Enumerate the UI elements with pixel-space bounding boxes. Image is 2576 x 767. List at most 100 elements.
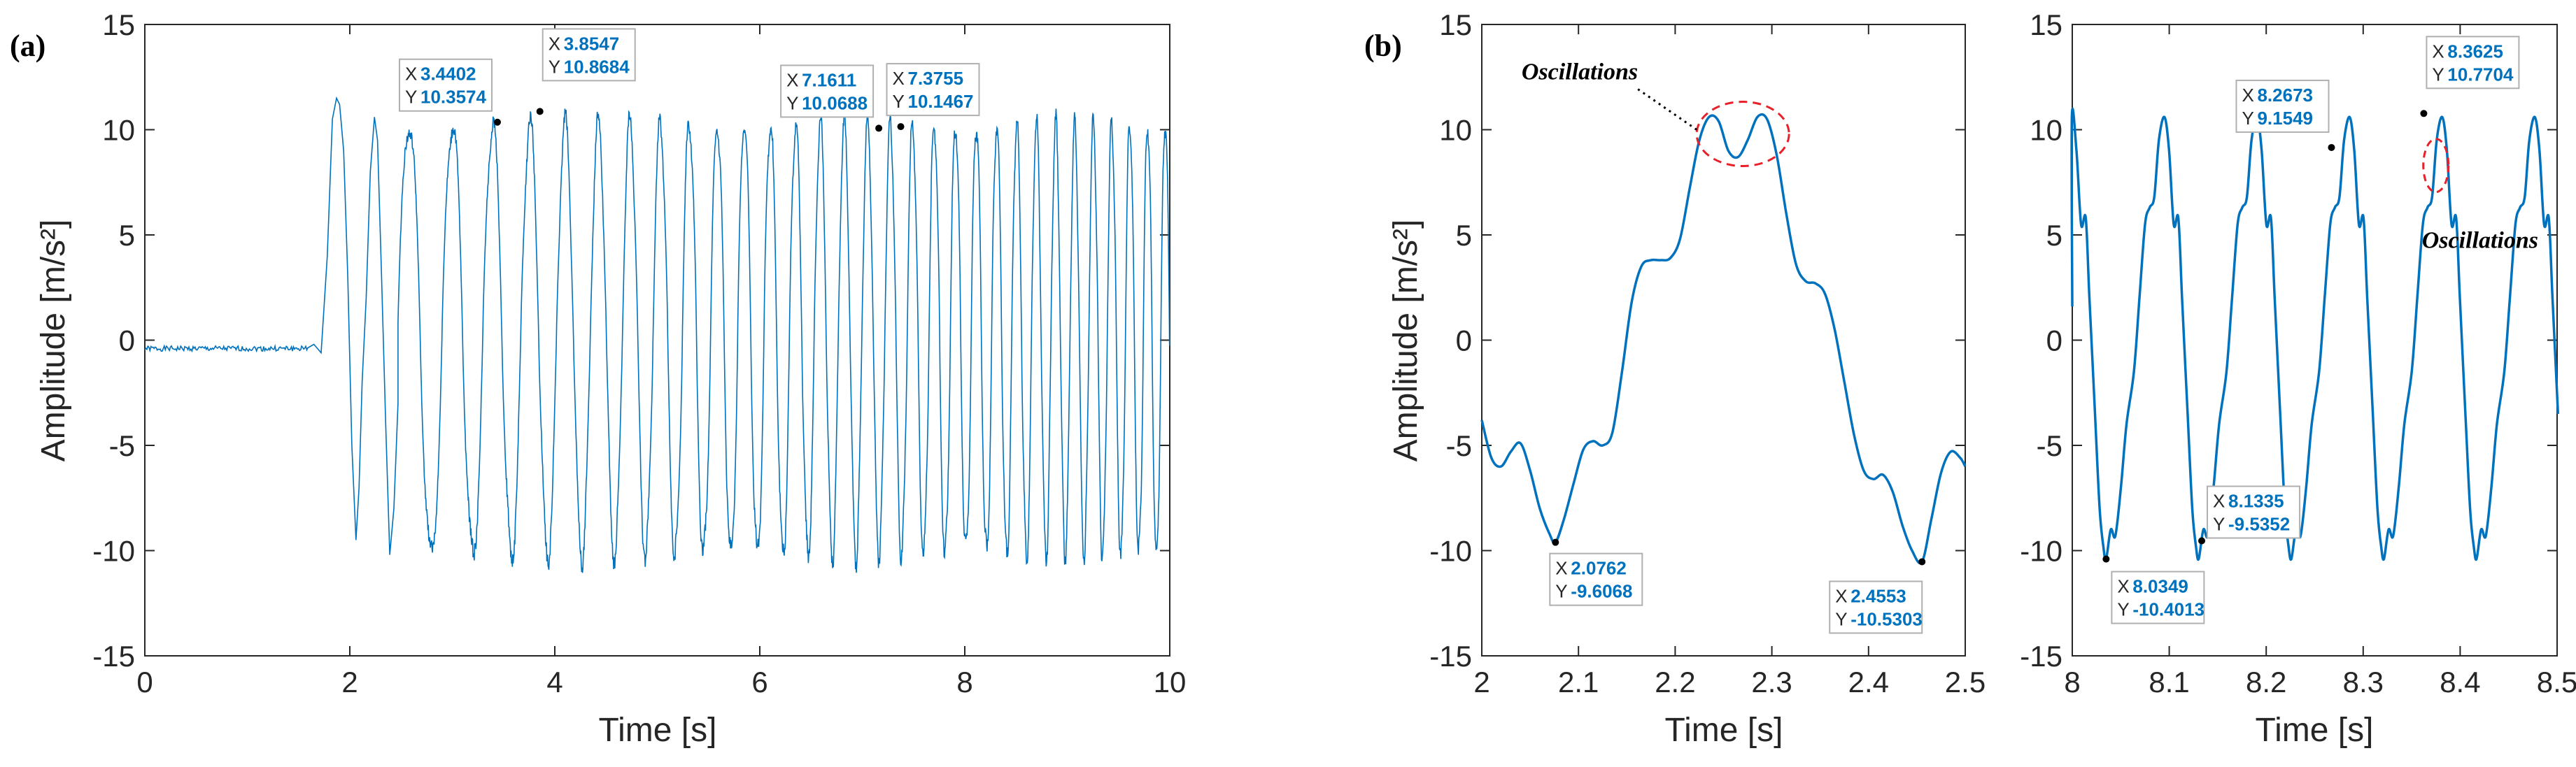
x-tick-label: 2.5	[1945, 666, 1986, 698]
datatip-marker	[1918, 558, 1926, 566]
datatip-marker	[493, 118, 501, 126]
datatip-y-key: Y	[2213, 514, 2225, 535]
y-tick-label: -5	[109, 429, 135, 462]
y-tick-label: 10	[1439, 114, 1472, 147]
datatip-y-value: -9.6068	[1571, 581, 1632, 602]
datatip-x-value: 8.3625	[2447, 41, 2503, 62]
datatip-y-key: Y	[2117, 599, 2129, 620]
datatip-x-key: X	[2242, 85, 2253, 106]
datatip-marker	[2420, 110, 2428, 117]
datatip-marker	[2198, 537, 2206, 545]
datatip-x-key: X	[1555, 558, 1567, 579]
ticks-b-left: 2 2.1 2.2 2.3 2.4 2.5 -15 -10 -5 0 5 10 15	[1429, 8, 1986, 698]
y-tick-label: 15	[2030, 8, 2062, 41]
y-tick-label: 5	[2046, 219, 2062, 252]
datatip-y-key: Y	[2432, 64, 2444, 85]
y-tick-label: -10	[1429, 535, 1472, 568]
y-tick-label: -15	[2020, 640, 2062, 673]
x-tick-label: 2	[341, 666, 358, 698]
y-tick-label: 0	[1456, 324, 1472, 357]
datatip-marker	[1552, 538, 1559, 546]
datatip-x-key: X	[1835, 585, 1847, 606]
datatip-x-value: 7.3755	[908, 68, 964, 89]
y-axis-label-b-left: Amplitude [m/s²]	[1387, 220, 1424, 462]
datatip-y-value: 10.8684	[564, 56, 630, 77]
datatip-x-value: 2.0762	[1571, 558, 1627, 579]
oscillation-highlight	[1695, 101, 1790, 168]
datatip-box	[2235, 79, 2330, 133]
y-tick-label: -15	[92, 640, 135, 673]
plot-area-a	[144, 24, 1170, 657]
datatip-y-value: 10.0688	[802, 92, 868, 113]
datatip-y-value: 10.3574	[420, 87, 487, 108]
datatip-x-key: X	[2432, 41, 2444, 62]
x-tick-label: 10	[1154, 666, 1187, 698]
y-tick-label: 5	[119, 219, 135, 252]
series-line-a	[144, 96, 1170, 573]
x-tick-label: 2.1	[1558, 666, 1599, 698]
annotation-b-left: Oscillations	[1522, 59, 1790, 168]
datatip-y-value: 9.1549	[2257, 108, 2313, 129]
x-tick-label: 8.4	[2440, 666, 2480, 698]
datatip-box	[398, 58, 493, 112]
datatip-marker	[2328, 143, 2335, 151]
ticks-a: 0 2 4 6 8 10 -15 -10 -5 0 5 10 15	[92, 8, 1186, 698]
datatip-box	[2426, 36, 2520, 89]
panel-a-label: (a)	[10, 29, 45, 63]
annotation-b-right: Oscillations	[2422, 138, 2538, 254]
datatip-x-value: 3.4402	[420, 64, 476, 85]
y-axis-label-a: Amplitude [m/s²]	[35, 220, 72, 462]
y-tick-label: 15	[1439, 8, 1472, 41]
datatip-x-value: 8.2673	[2257, 85, 2313, 106]
y-tick-label: 0	[2046, 324, 2062, 357]
y-tick-label: -15	[1429, 640, 1472, 673]
datatip-y-key: Y	[1835, 608, 1847, 629]
datatip-x-value: 3.8547	[564, 33, 620, 54]
series-b-left	[1480, 113, 1967, 565]
datatip-y-value: -10.5303	[1850, 608, 1923, 629]
y-tick-label: 0	[119, 324, 135, 357]
series-line-b-right	[2070, 107, 2560, 561]
x-tick-label: 8	[956, 666, 972, 698]
datatip-y-key: Y	[549, 56, 560, 77]
datatip-x-key: X	[2213, 491, 2225, 512]
datatip-x-key: X	[2117, 576, 2129, 597]
datatip-x-value: 8.0349	[2132, 576, 2188, 597]
datatip-box	[780, 64, 875, 118]
x-axis-label-b-left: Time [s]	[1665, 712, 1783, 749]
datatip-y-value: 10.1467	[908, 91, 974, 112]
x-tick-label: 8.3	[2343, 666, 2384, 698]
y-tick-label: 10	[2030, 114, 2062, 147]
datatip-x-key: X	[893, 68, 905, 89]
datatip-x-key: X	[786, 69, 798, 90]
y-tick-label: -5	[2037, 429, 2062, 462]
y-tick-label: 5	[1456, 219, 1472, 252]
y-tick-label: 15	[102, 8, 135, 41]
x-tick-label: 4	[546, 666, 562, 698]
oscillation-highlight	[2422, 138, 2450, 194]
series-b-right	[2070, 107, 2560, 561]
datatip-marker	[2102, 555, 2110, 563]
datatip-x-value: 2.4553	[1850, 585, 1906, 606]
datatip-y-value: -9.5352	[2228, 514, 2290, 535]
annotation-text: Oscillations	[2422, 228, 2538, 254]
series-line-b-left	[1480, 113, 1967, 565]
datatip-box	[1549, 552, 1643, 606]
x-tick-label: 8	[2064, 666, 2080, 698]
datatip-y-key: Y	[405, 87, 417, 108]
ticks-b-right: 8 8.1 8.2 8.3 8.4 8.5 -15 -10 -5 0 5 10 15	[2020, 8, 2576, 698]
datatip-x-value: 8.1335	[2228, 491, 2284, 512]
